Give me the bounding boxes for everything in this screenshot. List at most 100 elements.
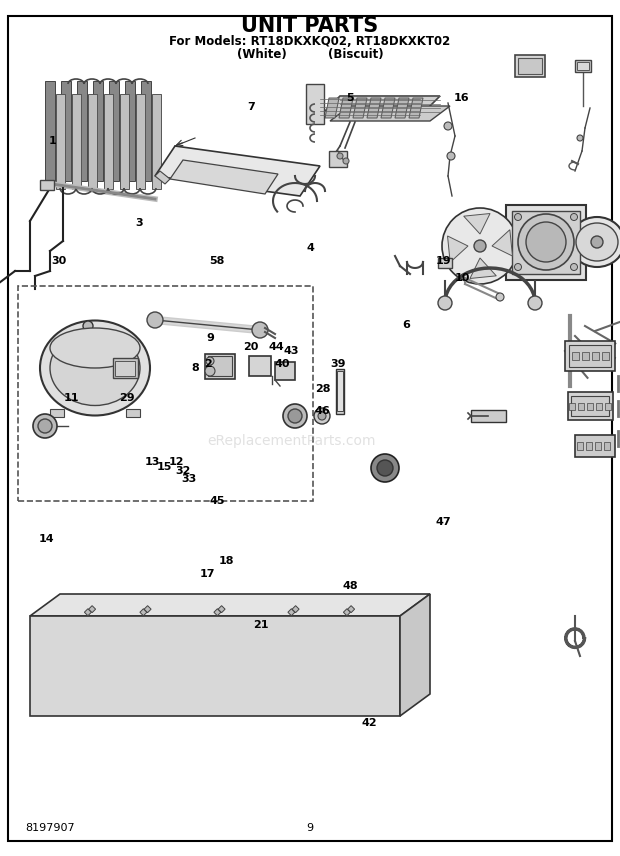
Bar (50, 409, 64, 417)
Text: UNIT PARTS: UNIT PARTS (241, 16, 379, 36)
Circle shape (38, 419, 52, 433)
Polygon shape (144, 606, 151, 613)
Polygon shape (30, 616, 400, 716)
Bar (572, 352, 578, 360)
Text: 45: 45 (210, 496, 224, 506)
Text: 32: 32 (175, 466, 190, 476)
Bar (120, 93, 128, 188)
Circle shape (528, 296, 542, 310)
Text: 8: 8 (192, 363, 199, 373)
Bar (125, 81, 135, 181)
Text: 15: 15 (157, 461, 172, 472)
Bar (577, 442, 583, 450)
Bar (61, 81, 71, 181)
Circle shape (442, 208, 518, 284)
Circle shape (83, 321, 93, 331)
Circle shape (371, 454, 399, 482)
Bar (109, 81, 119, 181)
Bar (567, 392, 613, 420)
Text: eReplacementParts.com: eReplacementParts.com (207, 434, 376, 448)
Circle shape (591, 236, 603, 248)
Bar (112, 358, 138, 378)
Polygon shape (320, 96, 440, 116)
Circle shape (444, 122, 452, 130)
Bar (578, 402, 584, 409)
Polygon shape (155, 171, 170, 184)
Text: 17: 17 (200, 568, 216, 579)
Polygon shape (400, 594, 430, 716)
Bar (596, 402, 602, 409)
Ellipse shape (576, 223, 618, 261)
Bar (151, 93, 161, 188)
Bar (601, 352, 608, 360)
Bar (45, 81, 55, 181)
Text: 21: 21 (253, 620, 268, 630)
Bar (591, 352, 598, 360)
Text: 1: 1 (49, 136, 56, 146)
Bar (115, 360, 135, 376)
Bar (337, 371, 343, 411)
Bar (565, 341, 615, 371)
Circle shape (377, 460, 393, 476)
Circle shape (147, 312, 163, 328)
Polygon shape (470, 258, 496, 278)
Text: (White)          (Biscuit): (White) (Biscuit) (237, 47, 383, 61)
Text: 44: 44 (268, 342, 284, 352)
Polygon shape (381, 98, 395, 118)
Text: 11: 11 (63, 393, 79, 403)
Text: 40: 40 (275, 359, 290, 369)
Bar (336, 368, 344, 413)
Bar (582, 352, 588, 360)
Text: For Models: RT18DKXKQ02, RT18DKXKT02: For Models: RT18DKXKQ02, RT18DKXKT02 (169, 34, 451, 47)
Bar (575, 60, 591, 72)
Text: 12: 12 (169, 457, 185, 467)
Circle shape (496, 293, 504, 301)
Bar (595, 442, 601, 450)
Polygon shape (395, 98, 409, 118)
Circle shape (288, 409, 302, 423)
Bar (40, 180, 54, 190)
Circle shape (283, 404, 307, 428)
Text: 33: 33 (182, 474, 197, 484)
Bar (136, 93, 144, 188)
Polygon shape (288, 609, 295, 615)
Polygon shape (140, 609, 147, 615)
Polygon shape (367, 98, 381, 118)
Bar (56, 93, 64, 188)
Polygon shape (330, 106, 450, 121)
Text: 5: 5 (347, 93, 354, 104)
Text: 2: 2 (204, 359, 211, 369)
Bar (605, 402, 611, 409)
Circle shape (84, 342, 92, 349)
Ellipse shape (570, 217, 620, 267)
Text: 43: 43 (283, 346, 299, 356)
Circle shape (33, 414, 57, 438)
Polygon shape (292, 606, 299, 613)
Text: 30: 30 (51, 256, 66, 266)
Bar (569, 402, 575, 409)
Bar (77, 81, 87, 181)
Bar (208, 356, 232, 376)
Bar (18, 286, 313, 501)
Bar (126, 409, 140, 417)
Polygon shape (84, 609, 91, 615)
Polygon shape (353, 98, 367, 118)
Circle shape (518, 214, 574, 270)
Bar (471, 410, 505, 422)
Circle shape (515, 213, 521, 221)
Text: 4: 4 (306, 243, 314, 253)
Bar (518, 58, 542, 74)
Circle shape (526, 222, 566, 262)
Polygon shape (448, 236, 468, 262)
Text: 42: 42 (361, 718, 377, 728)
Bar (87, 93, 97, 188)
Text: 9: 9 (207, 333, 215, 343)
Text: 6: 6 (402, 320, 410, 330)
Polygon shape (214, 609, 221, 615)
Text: 28: 28 (315, 384, 330, 395)
Ellipse shape (50, 328, 140, 368)
Polygon shape (339, 98, 353, 118)
Bar (587, 402, 593, 409)
Text: 47: 47 (435, 517, 451, 527)
Circle shape (206, 357, 214, 365)
